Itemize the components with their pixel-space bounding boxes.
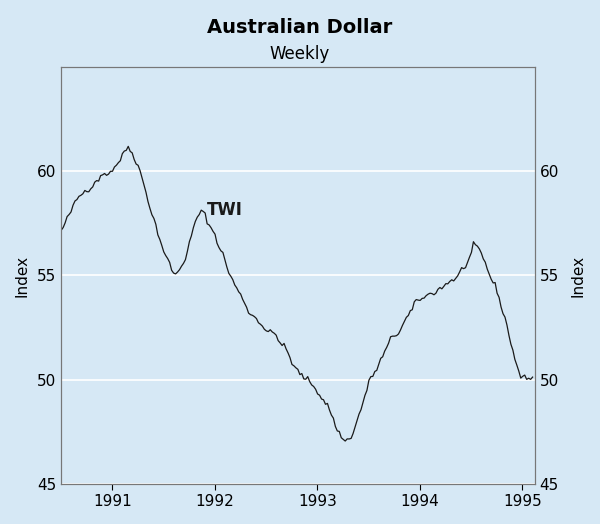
Text: TWI: TWI xyxy=(207,201,242,219)
Y-axis label: Index: Index xyxy=(15,255,30,297)
Text: Australian Dollar: Australian Dollar xyxy=(208,18,392,37)
Text: Weekly: Weekly xyxy=(270,45,330,62)
Y-axis label: Index: Index xyxy=(570,255,585,297)
